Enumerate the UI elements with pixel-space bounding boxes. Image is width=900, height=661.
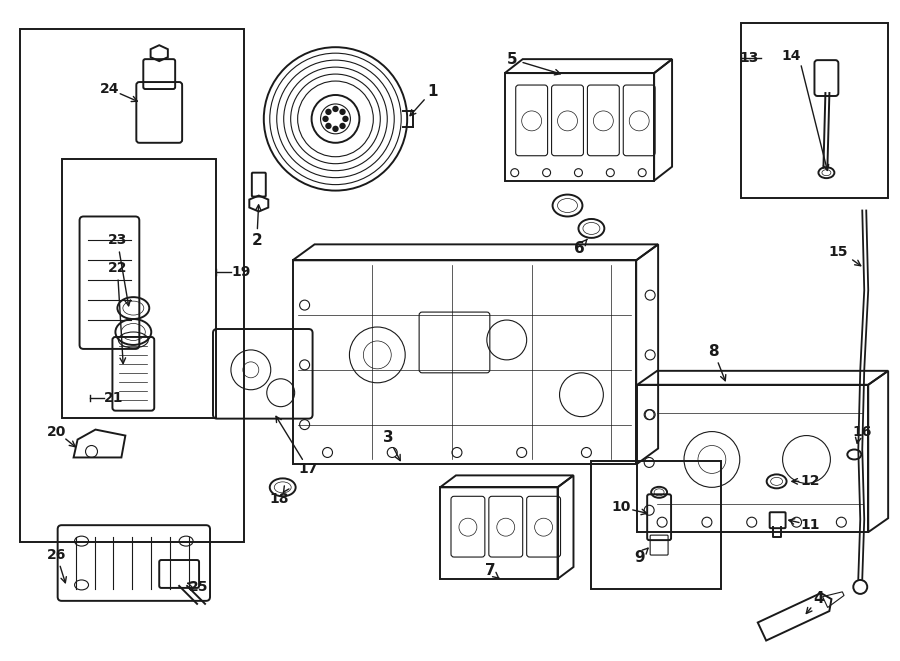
Text: 9: 9	[634, 549, 644, 564]
Text: 26: 26	[47, 548, 67, 562]
Text: 14: 14	[782, 49, 801, 63]
Circle shape	[326, 124, 331, 128]
Circle shape	[333, 106, 338, 112]
Text: 10: 10	[612, 500, 631, 514]
Bar	[20, 29, 244, 542]
Text: 6: 6	[574, 241, 585, 256]
Text: 13: 13	[739, 51, 759, 65]
Text: 21: 21	[104, 391, 123, 405]
Text: 2: 2	[251, 233, 262, 248]
Text: 18: 18	[269, 492, 289, 506]
Circle shape	[343, 116, 348, 122]
Circle shape	[333, 126, 338, 132]
Text: 7: 7	[484, 563, 495, 578]
Text: 8: 8	[708, 344, 719, 360]
Text: 15: 15	[829, 245, 848, 259]
Circle shape	[326, 109, 331, 114]
Bar	[591, 461, 721, 589]
Text: 19: 19	[231, 265, 250, 279]
Text: 17: 17	[299, 463, 319, 477]
Text: 12: 12	[801, 475, 820, 488]
Bar	[61, 159, 216, 418]
Bar	[741, 23, 888, 198]
Text: 1: 1	[427, 83, 437, 98]
Text: 24: 24	[100, 82, 119, 96]
Text: 11: 11	[801, 518, 820, 532]
Text: 4: 4	[813, 592, 824, 606]
Text: 20: 20	[47, 424, 67, 438]
Text: 22: 22	[108, 261, 127, 275]
Circle shape	[323, 116, 328, 122]
Text: 25: 25	[189, 580, 209, 594]
Text: 16: 16	[852, 424, 872, 438]
Circle shape	[340, 109, 345, 114]
Text: 3: 3	[382, 430, 393, 445]
Text: 23: 23	[108, 233, 127, 247]
Circle shape	[340, 124, 345, 128]
Text: 5: 5	[507, 52, 517, 67]
